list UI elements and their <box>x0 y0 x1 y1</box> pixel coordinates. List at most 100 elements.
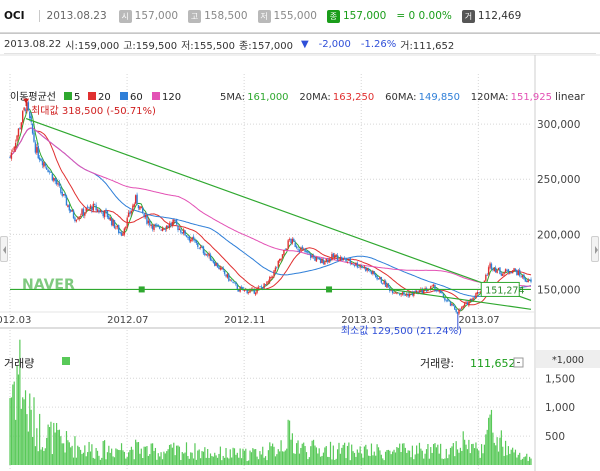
volume-bar <box>27 431 29 465</box>
volume-bar <box>336 449 339 465</box>
candle-body <box>218 266 220 270</box>
candle-body <box>29 111 31 119</box>
candle-body <box>120 232 123 236</box>
volume-bar <box>373 451 375 465</box>
volume-bar <box>29 393 31 465</box>
candle-body <box>79 216 82 217</box>
volume-bar <box>164 453 166 465</box>
candle-body <box>134 195 137 204</box>
volume-bar <box>75 457 77 465</box>
candle-body <box>267 281 270 283</box>
volume-bar <box>372 455 374 465</box>
volume-bar <box>119 450 121 465</box>
volume-bar <box>262 446 264 465</box>
candle-body <box>109 217 111 221</box>
candle-body <box>12 150 14 152</box>
candle-body <box>305 251 308 252</box>
candle-body <box>503 271 505 274</box>
candle-body <box>14 142 17 149</box>
volume-bar <box>301 443 303 465</box>
candle-body <box>485 274 487 281</box>
volume-bar <box>478 450 480 465</box>
candle-body <box>53 177 55 181</box>
volume-bar <box>485 434 487 465</box>
ohlc-info-line: 2013.08.22 시:159,000 고:159,500 저:155,500… <box>4 36 596 54</box>
volume-bar <box>178 446 181 465</box>
candle-body <box>431 285 433 287</box>
volume-bar <box>427 443 429 465</box>
candle-body <box>430 286 432 290</box>
volume-bar <box>425 449 428 465</box>
volume-bar <box>499 437 501 465</box>
candle-body <box>422 289 425 295</box>
volume-bar <box>335 458 337 465</box>
volume-bar <box>161 459 164 465</box>
volume-bar <box>417 453 419 465</box>
volume-bar <box>235 454 237 465</box>
candle-body <box>520 276 522 278</box>
candle-body <box>356 262 359 268</box>
candle-body <box>91 206 93 211</box>
volume-bar <box>530 458 532 465</box>
candle-body <box>280 258 282 261</box>
volume-bar <box>109 452 111 465</box>
candle-body <box>332 253 335 258</box>
candle-body <box>278 258 281 261</box>
volume-bar <box>469 453 471 465</box>
candle-body <box>466 302 469 305</box>
candle-body <box>187 237 189 238</box>
volume-bar <box>452 443 454 465</box>
quote-item: 시 157,000 <box>118 9 178 23</box>
candle-body <box>253 289 255 294</box>
candle-body <box>383 280 385 284</box>
candle-body <box>70 209 72 212</box>
candle-body <box>85 207 87 212</box>
volume-bar <box>353 452 356 465</box>
volume-bar <box>488 417 490 465</box>
volume-bar <box>355 456 357 465</box>
candle-body <box>221 268 223 269</box>
candle-body <box>461 306 463 310</box>
candle-body <box>140 206 143 208</box>
candle-body <box>293 238 295 242</box>
candle-body <box>321 258 323 264</box>
candle-body <box>86 206 89 208</box>
volume-bar <box>284 450 286 465</box>
candle-body <box>314 257 316 261</box>
stock-chart[interactable]: 150,000 200,000 250,000 300,000 2012.03 2012.… <box>0 34 600 471</box>
candle-body <box>283 250 285 255</box>
volume-bar <box>527 460 529 465</box>
candle-body <box>517 270 519 275</box>
volume-bar <box>218 453 220 465</box>
candle-body <box>246 290 248 294</box>
volume-bar <box>274 456 277 465</box>
candle-body <box>438 290 440 292</box>
volume-bar <box>441 458 443 465</box>
candle-body <box>247 291 250 293</box>
chart-panel[interactable]: 2013.08.22 시:159,000 고:159,500 저:155,500… <box>0 33 600 471</box>
candle-body <box>228 274 230 281</box>
candle-body <box>136 194 138 204</box>
volume-bar <box>421 450 423 465</box>
scroll-right-handle[interactable] <box>591 236 599 262</box>
candle-body <box>472 297 474 302</box>
volume-bar <box>170 444 172 465</box>
volume-bar <box>248 460 250 465</box>
volume-bar <box>125 458 127 465</box>
quote-item: 저 155,000 <box>257 9 317 23</box>
candle-body <box>490 263 493 270</box>
volume-bar <box>267 450 269 465</box>
volume-bar <box>303 442 305 465</box>
candle-body <box>328 258 330 263</box>
candle-body <box>496 270 498 274</box>
volume-bar <box>64 452 66 465</box>
candle-body <box>233 282 236 284</box>
volume-legend-swatch <box>62 357 70 365</box>
volume-bar <box>137 442 140 465</box>
volume-bar <box>79 449 82 465</box>
scroll-left-handle[interactable] <box>0 236 8 262</box>
volume-bar <box>72 457 75 465</box>
candle-body <box>242 286 244 291</box>
candle-body <box>463 303 466 307</box>
candle-body <box>113 220 116 229</box>
